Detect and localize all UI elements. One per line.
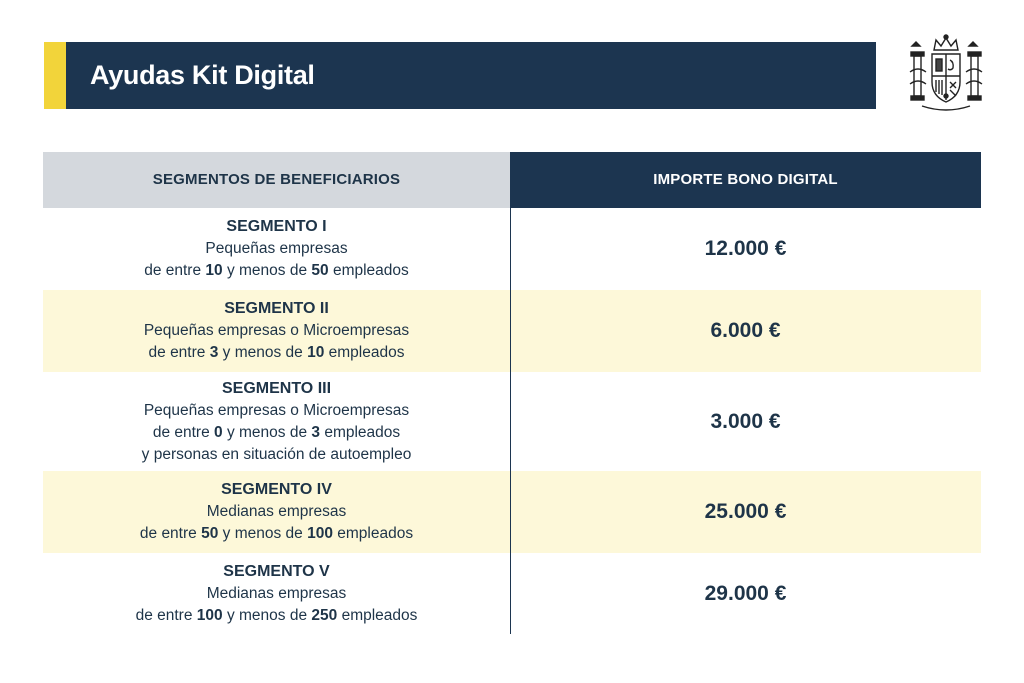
segment-type: Pequeñas empresas o Microempresas [143, 401, 410, 419]
table-row-segment-5: SEGMENTO V Medianas empresas de entre 10… [43, 553, 981, 635]
table-row-segment-1: SEGMENTO I Pequeñas empresas de entre 10… [43, 208, 981, 290]
segment-employee-range: de entre 50 y menos de 100 empleados [139, 525, 414, 542]
segment-employee-range: de entre 100 y menos de 250 empleados [135, 607, 418, 624]
bono-amount: 25.000 € [704, 500, 787, 523]
segment-description: SEGMENTO I Pequeñas empresas de entre 10… [43, 208, 510, 290]
segment-type: Pequeñas empresas [205, 240, 348, 257]
segment-extra: y personas en situación de autoempleo [141, 445, 412, 463]
bono-amount: 3.000 € [710, 409, 781, 433]
segment-description: SEGMENTO II Pequeñas empresas o Microemp… [43, 290, 510, 372]
page-title: Ayudas Kit Digital [90, 60, 315, 90]
segment-title: SEGMENTO V [223, 563, 330, 580]
table-row-segment-2: SEGMENTO II Pequeñas empresas o Microemp… [43, 290, 981, 372]
segment-title: SEGMENTO IV [221, 481, 332, 498]
title-banner: Ayudas Kit Digital [44, 42, 876, 109]
bono-amount: 12.000 € [704, 237, 787, 260]
column-header-segments: SEGMENTOS DE BENEFICIARIOS [43, 152, 510, 208]
segment-employee-range: de entre 0 y menos de 3 empleados [152, 423, 401, 441]
bono-amount: 29.000 € [704, 582, 787, 605]
table-row-segment-3: SEGMENTO III Pequeñas empresas o Microem… [43, 372, 981, 471]
table-row-segment-4: SEGMENTO IV Medianas empresas de entre 5… [43, 471, 981, 553]
segment-description: SEGMENTO V Medianas empresas de entre 10… [43, 553, 510, 635]
segment-employee-range: de entre 10 y menos de 50 empleados [144, 262, 409, 279]
segment-description: SEGMENTO IV Medianas empresas de entre 5… [43, 471, 510, 553]
beneficiary-segments-table: SEGMENTOS DE BENEFICIARIOS IMPORTE BONO … [43, 152, 981, 635]
column-header-amount: IMPORTE BONO DIGITAL [510, 152, 981, 208]
segment-title: SEGMENTO I [226, 218, 327, 235]
coat-of-arms-spain-icon [904, 32, 988, 116]
column-divider [510, 208, 511, 634]
bono-amount: 6.000 € [710, 319, 781, 342]
segment-employee-range: de entre 3 y menos de 10 empleados [148, 344, 405, 361]
segment-type: Medianas empresas [206, 503, 347, 520]
banner-accent-bar [44, 42, 66, 109]
segment-title: SEGMENTO II [224, 300, 329, 317]
segment-type: Medianas empresas [206, 585, 347, 602]
segment-type: Pequeñas empresas o Microempresas [143, 322, 410, 339]
segment-title: SEGMENTO III [221, 379, 332, 397]
segment-description: SEGMENTO III Pequeñas empresas o Microem… [43, 372, 510, 471]
table-header: SEGMENTOS DE BENEFICIARIOS IMPORTE BONO … [43, 152, 981, 208]
